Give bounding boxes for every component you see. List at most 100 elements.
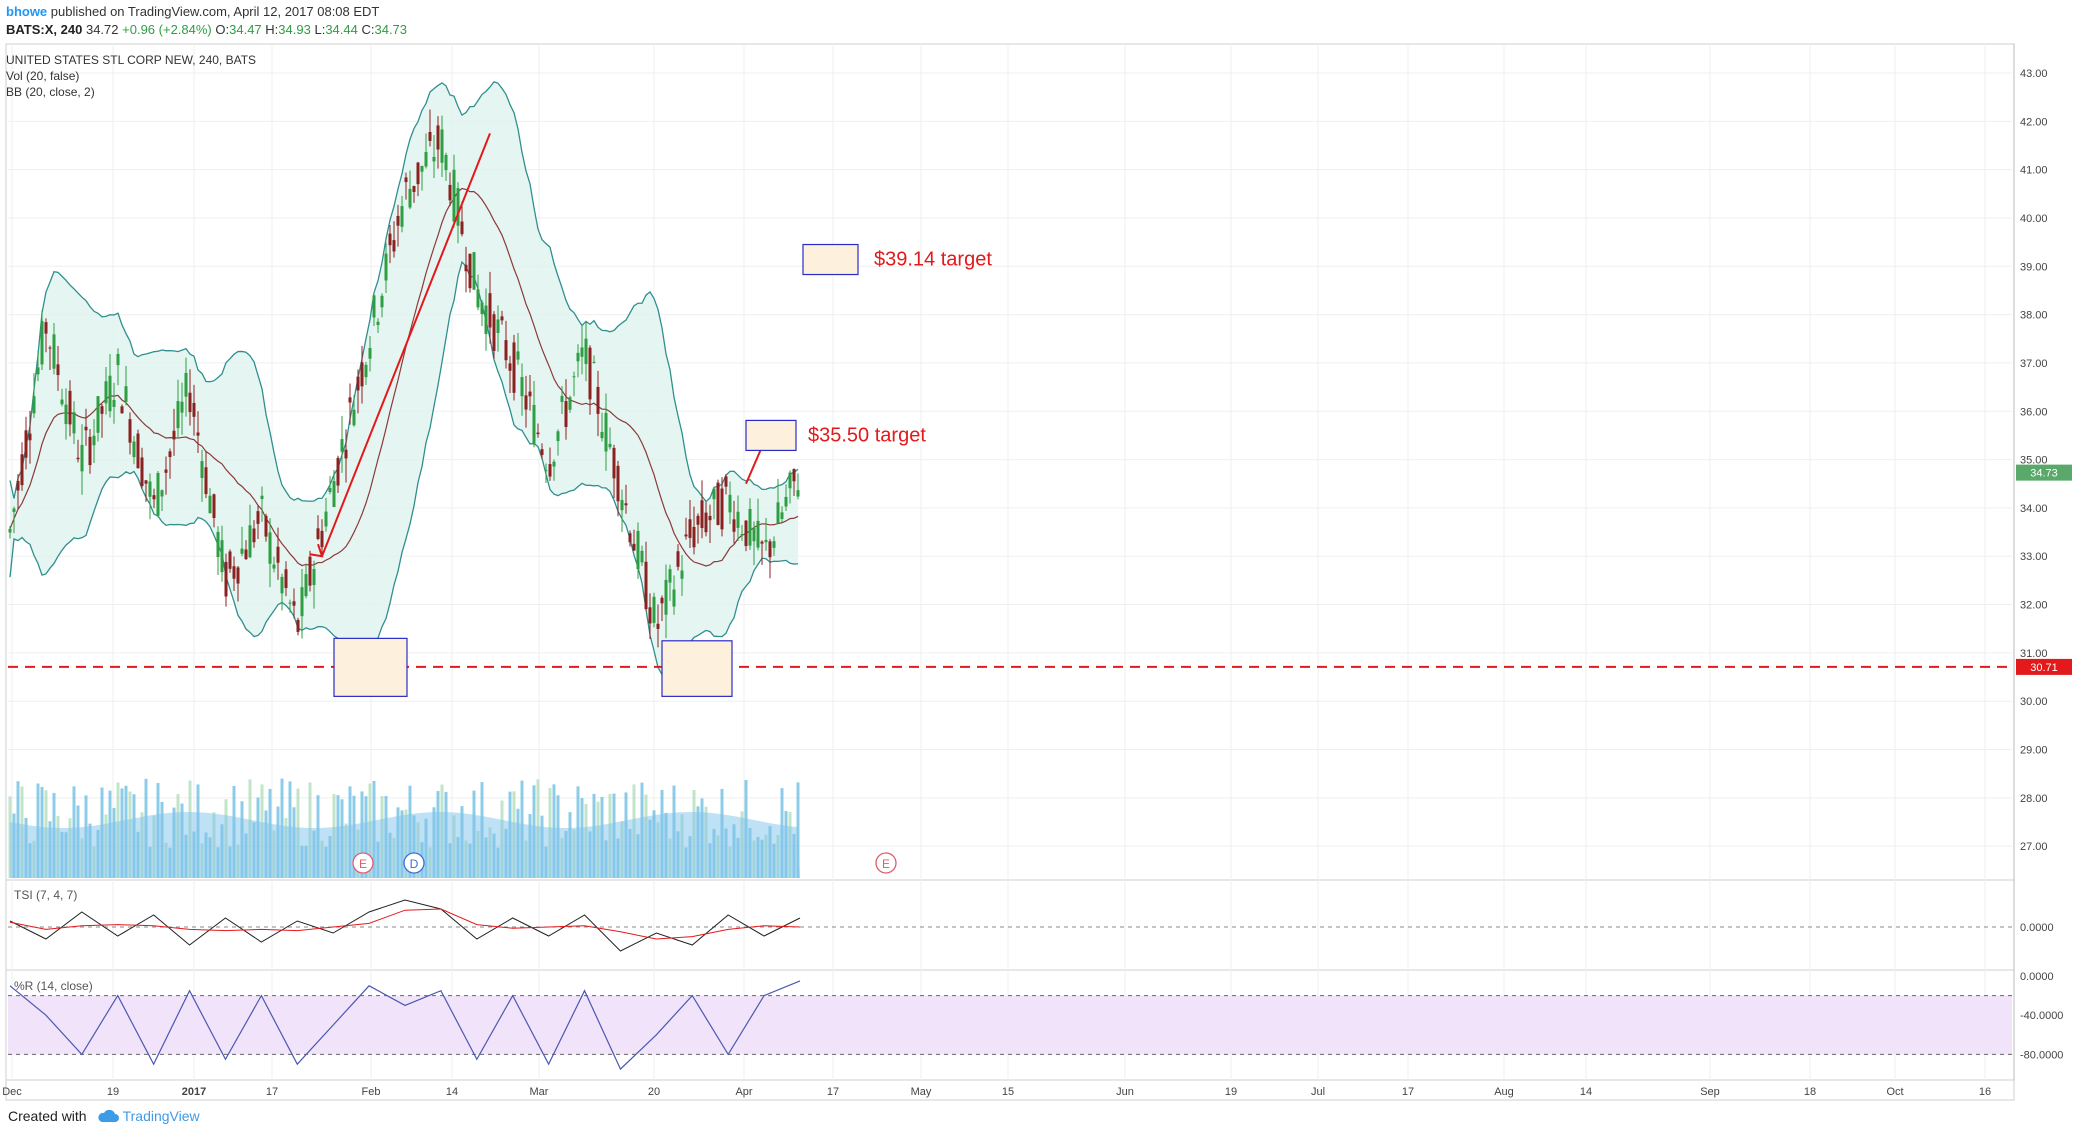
candle-body (24, 430, 28, 458)
time-tick-label: 14 (1580, 1086, 1592, 1098)
candle-body (128, 419, 132, 443)
candle-body (636, 530, 640, 570)
candle-body (48, 347, 52, 349)
price-tick-label: 36.00 (2020, 406, 2048, 418)
time-tick-label: 14 (446, 1086, 458, 1098)
time-tick-label: Oct (1886, 1086, 1903, 1098)
candle-body (140, 457, 144, 487)
event-marker-label: E (359, 857, 367, 871)
candle-body (376, 321, 380, 326)
candle-body (16, 481, 20, 491)
price-tick-label: 29.00 (2020, 745, 2048, 757)
bollinger-basis (9, 187, 799, 567)
candle-body (156, 472, 160, 516)
candle-body (200, 461, 204, 478)
ohlc-row: BATS:X, 240 34.72 +0.96 (+2.84%) O:34.47… (6, 22, 407, 37)
candle-body (280, 576, 284, 594)
candle-body (524, 395, 528, 410)
close-value: 34.73 (374, 22, 408, 37)
publish-line: bhowe published on TradingView.com, Apri… (6, 4, 379, 19)
candle-body (728, 494, 732, 513)
candle-body (544, 470, 548, 472)
tsi-line (9, 899, 801, 952)
candle-body (780, 512, 784, 519)
candle-body (308, 556, 312, 586)
candle-body (28, 433, 32, 441)
candle-body (392, 240, 396, 252)
candle-body (144, 480, 148, 484)
price-tick-label: 31.00 (2020, 648, 2048, 660)
candle-body (324, 511, 328, 527)
candle-body (136, 433, 140, 469)
time-tick-label: Dec (2, 1086, 22, 1098)
tradingview-logo[interactable]: TradingView (97, 1108, 200, 1124)
time-tick-label: 18 (1804, 1086, 1816, 1098)
candle-body (684, 534, 688, 537)
tsi-pane[interactable] (5, 879, 2015, 971)
candle-body (232, 566, 236, 579)
candle-body (68, 390, 72, 425)
support-price-badge (2016, 658, 2072, 675)
price-tick-label: 38.00 (2020, 310, 2048, 322)
author-name[interactable]: bhowe (6, 4, 48, 19)
candle-body (416, 162, 420, 185)
time-tick-label: 17 (827, 1086, 839, 1098)
candle-body (12, 508, 16, 512)
candle-body (508, 363, 512, 371)
candle-body (240, 548, 244, 554)
change-value: +0.96 (+2.84%) (122, 22, 212, 37)
candle-body (700, 500, 704, 529)
time-tick-label: Apr (735, 1086, 752, 1098)
candle-body (436, 125, 440, 150)
candle-body (340, 439, 344, 452)
candle-body (640, 550, 644, 563)
time-tick-label: Aug (1494, 1086, 1514, 1098)
candle-body (600, 431, 604, 439)
downtrend-line (321, 133, 491, 557)
candle-body (116, 353, 120, 366)
legend-volume[interactable]: Vol (20, false) (6, 69, 80, 83)
candle-body (472, 252, 476, 290)
candle-body (380, 295, 384, 308)
open-label: O: (215, 22, 230, 37)
price-tick-label: 33.00 (2020, 551, 2048, 563)
candle-body (112, 399, 116, 407)
legend-bbands[interactable]: BB (20, close, 2) (6, 85, 95, 99)
candle-body (460, 221, 464, 235)
time-tick-label: Feb (362, 1086, 381, 1098)
candle-body (500, 316, 504, 321)
target-box (745, 419, 797, 452)
candle-body (52, 334, 56, 369)
candle-body (100, 406, 104, 414)
price-tick-label: 35.00 (2020, 455, 2048, 467)
candle-body (540, 449, 544, 455)
candle-body (72, 412, 76, 434)
candle-body (516, 351, 520, 360)
last-price-label: 34.73 (2030, 468, 2058, 480)
candle-body (84, 426, 88, 431)
candle-body (284, 569, 288, 589)
candle-body (536, 432, 540, 435)
candle-body (400, 206, 404, 227)
candle-body (360, 362, 364, 387)
candle-body (164, 469, 168, 473)
time-tick-label: 19 (1225, 1086, 1237, 1098)
time-tick-label: 20 (648, 1086, 660, 1098)
candle-body (160, 490, 164, 497)
tradingview-brand[interactable]: TradingView (122, 1108, 200, 1124)
candle-body (552, 461, 556, 467)
candle-body (40, 321, 44, 365)
candle-body (276, 546, 280, 563)
candle-body (404, 177, 408, 183)
time-tick-label: Jun (1116, 1086, 1134, 1098)
wr-line (9, 980, 801, 1071)
candle-body (76, 457, 80, 460)
legend-title: UNITED STATES STL CORP NEW, 240, BATS (6, 53, 257, 67)
candle-body (764, 539, 768, 543)
symbol-label: BATS:X, 240 (6, 22, 83, 37)
price-tick-label: 39.00 (2020, 261, 2048, 273)
event-marker (352, 852, 374, 874)
candle-body (712, 488, 716, 500)
candle-body (260, 495, 264, 499)
target-label: $35.50 target (808, 424, 926, 446)
